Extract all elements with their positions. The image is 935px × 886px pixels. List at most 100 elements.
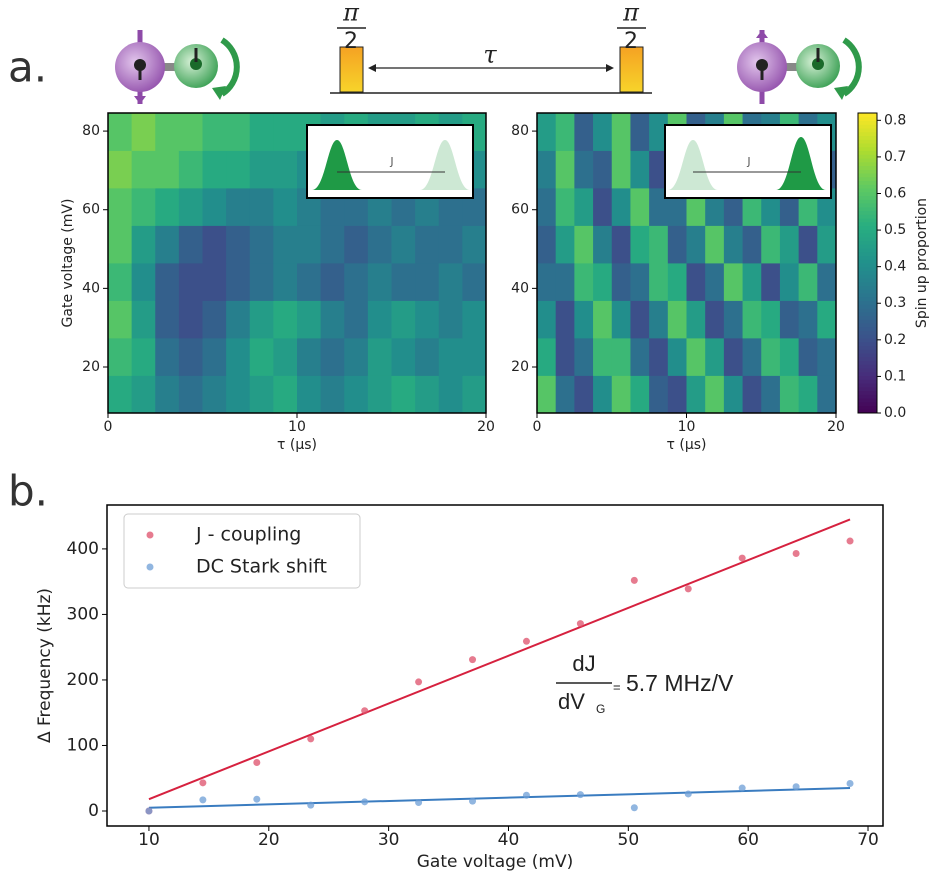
panel-label: b. (8, 467, 48, 516)
pulse-label: π (342, 0, 360, 27)
heatmap-cell (108, 263, 133, 301)
colorbar-tick-label: 0.6 (884, 185, 906, 201)
heatmap-cell (593, 300, 613, 339)
data-point (361, 707, 369, 715)
heatmap-cell (178, 225, 203, 264)
heatmap-cell (779, 300, 800, 339)
heatmap-cell (649, 225, 669, 264)
heatmap-cell (723, 337, 743, 376)
colorbar-swatch (858, 401, 877, 406)
annotation: G (596, 702, 605, 716)
heatmap-cell (593, 337, 613, 376)
heatmap-cell (131, 113, 156, 151)
heatmap-cell (131, 337, 156, 376)
colorbar-swatch (858, 375, 877, 380)
colorbar-swatch (858, 161, 877, 166)
x-tick-label: 70 (857, 830, 879, 850)
heatmap-cell (555, 263, 575, 301)
colorbar-swatch (858, 158, 877, 163)
heatmap-cell (555, 225, 575, 264)
colorbar-swatch (858, 390, 877, 395)
colorbar-swatch (858, 229, 877, 234)
heatmap-cell (798, 375, 818, 414)
heatmap-cell (249, 225, 274, 264)
data-point (307, 801, 315, 809)
plots: 0 10 20 20 40 60 80 τ (μs) Gate voltage (mV) 0 10 2… (35, 112, 930, 872)
pulse-label: 2 (624, 29, 638, 54)
y-tick-label: 400 (67, 539, 99, 559)
heatmap-cell (630, 150, 650, 189)
heatmap-cell (202, 300, 227, 339)
data-point (253, 759, 261, 767)
heatmap-cell (320, 225, 345, 264)
heatmap-cell (779, 225, 800, 264)
heatmap-cell (178, 375, 203, 414)
colorbar-swatch (858, 251, 877, 256)
heatmap-cell (226, 300, 251, 339)
x-tick-label: 10 (678, 419, 696, 435)
heatmap-cell (249, 337, 274, 376)
heatmap-cell (723, 375, 743, 414)
heatmap-cell (705, 300, 725, 339)
heatmap-cell (537, 300, 557, 339)
y-tick-label: 80 (82, 123, 100, 139)
colorbar-swatch (858, 296, 877, 301)
heatmap-cell (202, 225, 227, 264)
heatmap-cell (320, 375, 345, 414)
heatmap-cell (537, 150, 557, 189)
heatmap-cell (649, 300, 669, 339)
heatmap-cell (226, 337, 251, 376)
delay-label: τ (483, 41, 497, 69)
heatmap-cell (297, 300, 322, 339)
colorbar-swatch (858, 154, 877, 159)
heatmap-cell (367, 300, 392, 339)
colorbar-tick-label: 0.7 (884, 149, 906, 165)
colorbar-swatch (858, 323, 877, 328)
heatmap-cell (649, 263, 669, 301)
legend-label: DC Stark shift (196, 556, 327, 578)
x-tick-label: 0 (104, 419, 113, 435)
colorbar-swatch (858, 214, 877, 219)
heatmap-cell (155, 113, 180, 151)
colorbar-swatch (858, 326, 877, 331)
pulse-label: 2 (344, 29, 358, 54)
heatmap-cell (667, 375, 687, 414)
colorbar-swatch (858, 184, 877, 189)
heatmap-cell (344, 337, 369, 376)
heatmap-cell (202, 150, 227, 189)
colorbar-swatch (858, 248, 877, 253)
colorbar-swatch (858, 176, 877, 181)
colorbar-swatch (858, 255, 877, 260)
colorbar-tick-label: 0.3 (884, 295, 906, 311)
heatmap-cell (462, 263, 487, 301)
colorbar-swatch (858, 289, 877, 294)
heatmap-cell (593, 263, 613, 301)
heatmap-cell (202, 263, 227, 301)
heatmap-cell (367, 337, 392, 376)
heatmap-cell (574, 187, 594, 226)
heatmap-cell (611, 337, 631, 376)
colorbar-swatch (858, 236, 877, 241)
inset-left (306, 124, 474, 199)
heatmap-cell (297, 375, 322, 414)
heatmap-cell (178, 150, 203, 189)
heatmap-cell (108, 113, 133, 151)
y-axis-label: Gate voltage (mV) (60, 199, 76, 328)
colorbar-label: Spin up proportion (914, 198, 930, 328)
heatmap-cell (593, 225, 613, 264)
heatmap-cell (649, 187, 669, 226)
colorbar-swatch (858, 146, 877, 151)
y-tick-label: 100 (67, 735, 99, 755)
heatmap-cell (537, 375, 557, 414)
heatmap-cell (178, 113, 203, 151)
inset-right (664, 124, 832, 199)
heatmap-cell (574, 225, 594, 264)
heatmap-cell (367, 375, 392, 414)
heatmap-cell (344, 225, 369, 264)
heatmap-cell (630, 300, 650, 339)
heatmap-cell (108, 337, 133, 376)
colorbar-swatch (858, 210, 877, 215)
heatmap-cell (155, 375, 180, 414)
colorbar-swatch (858, 124, 877, 129)
colorbar-swatch (858, 308, 877, 313)
